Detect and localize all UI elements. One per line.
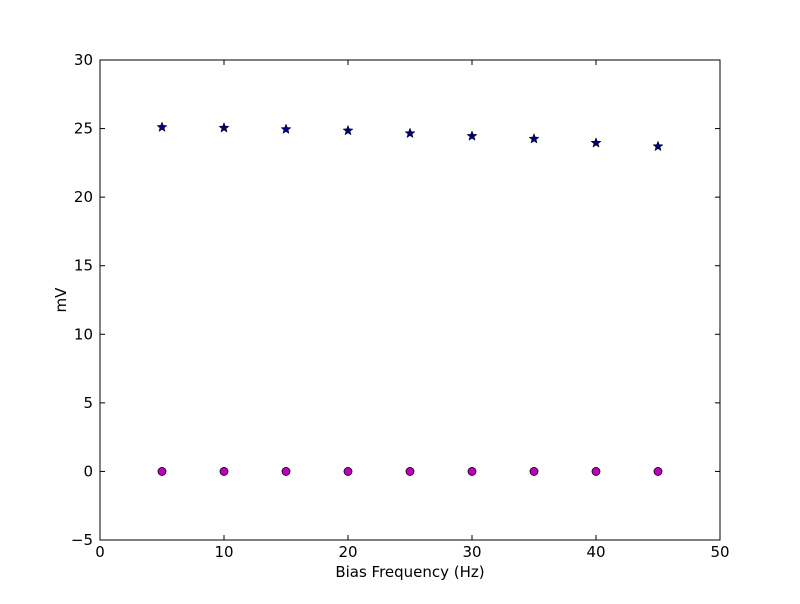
circle-point — [591, 467, 601, 476]
x-tick-label: 50 — [710, 543, 729, 561]
star-point — [342, 124, 354, 136]
y-tick-label: 20 — [74, 188, 93, 206]
x-tick-label: 0 — [95, 543, 105, 561]
circle-point — [219, 467, 229, 476]
x-tick-label: 30 — [462, 543, 481, 561]
y-tick-label: 30 — [74, 51, 93, 69]
circle-point — [281, 467, 291, 476]
y-tick-label: 25 — [74, 120, 93, 138]
circle-point — [343, 467, 353, 476]
circle-point — [405, 467, 415, 476]
series-1 — [157, 467, 663, 476]
x-tick-label: 20 — [338, 543, 357, 561]
star-point — [466, 130, 478, 141]
star-point — [590, 137, 602, 148]
star-point — [156, 121, 168, 132]
circle-point — [157, 467, 167, 476]
star-point — [280, 123, 292, 135]
y-tick-label: −5 — [71, 531, 93, 549]
series-0 — [156, 121, 664, 152]
y-tick-label: 15 — [74, 257, 93, 275]
y-axis-label: mV — [52, 287, 70, 313]
plot-area — [99, 59, 721, 541]
star-point — [528, 132, 540, 144]
x-tick-label: 10 — [214, 543, 233, 561]
y-tick-label: 0 — [83, 462, 93, 480]
x-tick-label: 40 — [586, 543, 605, 561]
circle-point — [529, 467, 539, 476]
x-axis-label: Bias Frequency (Hz) — [335, 563, 484, 581]
y-tick-label: 5 — [83, 394, 93, 412]
star-point — [652, 140, 664, 152]
data-points — [156, 121, 664, 476]
star-point — [404, 127, 416, 139]
star-point — [218, 121, 230, 133]
circle-point — [653, 467, 663, 476]
y-tick-label: 10 — [74, 325, 93, 343]
circle-point — [467, 467, 477, 476]
axis-ticks — [99, 59, 721, 541]
